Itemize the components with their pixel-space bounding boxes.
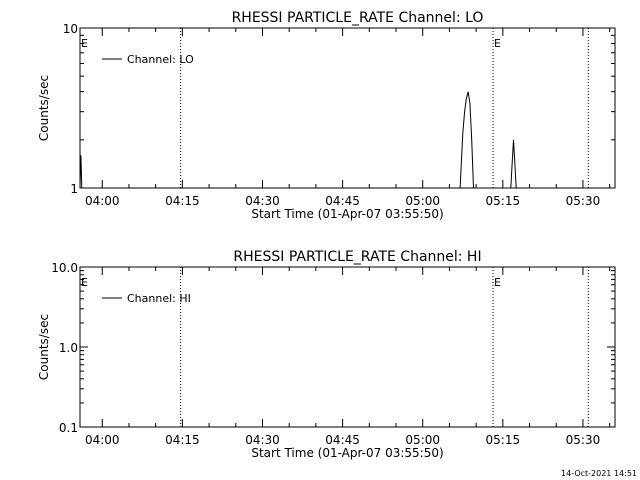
x-tick-label: 05:15 [486, 194, 521, 208]
x-tick-label: 04:15 [165, 433, 200, 447]
footer-timestamp: 14-Oct-2021 14:51 [561, 469, 637, 478]
x-tick-label: 04:00 [85, 194, 120, 208]
x-tick-label: 05:00 [405, 433, 440, 447]
x-tick-label: 05:15 [486, 433, 521, 447]
plot-frame [79, 266, 616, 428]
y-axis-label: Counts/sec [37, 314, 51, 380]
y-tick-label: 1.0 [59, 341, 78, 355]
event-label: E [494, 276, 501, 289]
chart-title: RHESSI PARTICLE_RATE Channel: HI [233, 249, 481, 265]
x-axis-label: Start Time (01-Apr-07 03:55:50) [251, 446, 443, 460]
x-tick-label: 04:00 [85, 433, 120, 447]
chart-title: RHESSI PARTICLE_RATE Channel: LO [232, 10, 484, 26]
lo-channel-panel: RHESSI PARTICLE_RATE Channel: LO 04:00 04:… [37, 10, 616, 221]
y-tick-label: 10 [63, 22, 78, 36]
plot-frame [79, 27, 616, 189]
hi-channel-panel: RHESSI PARTICLE_RATE Channel: HI 04:00 04:… [37, 249, 616, 460]
x-tick-label: 05:30 [566, 194, 601, 208]
y-tick-label: 0.1 [59, 421, 78, 435]
x-tick-label: 04:45 [325, 194, 360, 208]
x-tick-label: 04:15 [165, 194, 200, 208]
x-tick-label: 04:45 [325, 433, 360, 447]
series-line [79, 91, 517, 189]
event-label: E [494, 37, 501, 50]
x-tick-label: 05:00 [405, 194, 440, 208]
x-tick-label: 04:30 [245, 433, 280, 447]
legend-label: Channel: LO [127, 53, 194, 66]
y-tick-label: 10.0 [51, 261, 78, 275]
y-axis-label: Counts/sec [37, 75, 51, 141]
x-axis-label: Start Time (01-Apr-07 03:55:50) [251, 207, 443, 221]
event-label: E [81, 276, 88, 289]
x-tick-label: 04:30 [245, 194, 280, 208]
legend-label: Channel: HI [127, 292, 191, 305]
y-tick-label: 1 [70, 182, 78, 196]
x-tick-label: 05:30 [566, 433, 601, 447]
event-label: E [81, 37, 88, 50]
